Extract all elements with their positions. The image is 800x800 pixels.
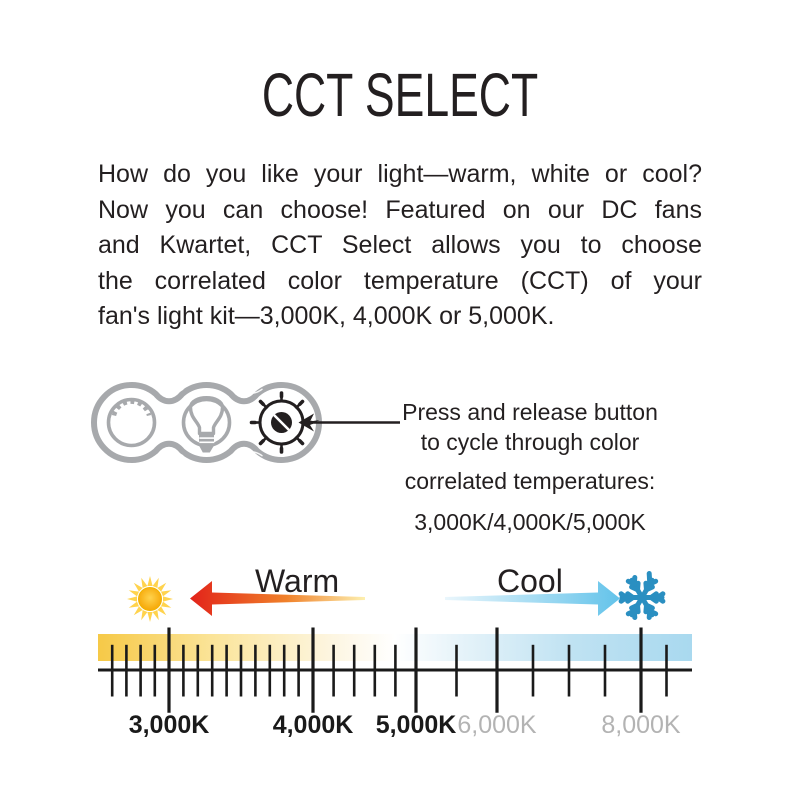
svg-text:Warm: Warm bbox=[255, 563, 339, 599]
svg-text:8,000K: 8,000K bbox=[601, 711, 681, 739]
svg-text:6,000K: 6,000K bbox=[457, 711, 537, 739]
svg-text:5,000K: 5,000K bbox=[376, 711, 457, 739]
svg-text:Cool: Cool bbox=[497, 563, 563, 599]
svg-text:4,000K: 4,000K bbox=[273, 711, 354, 739]
svg-text:3,000K: 3,000K bbox=[129, 711, 210, 739]
